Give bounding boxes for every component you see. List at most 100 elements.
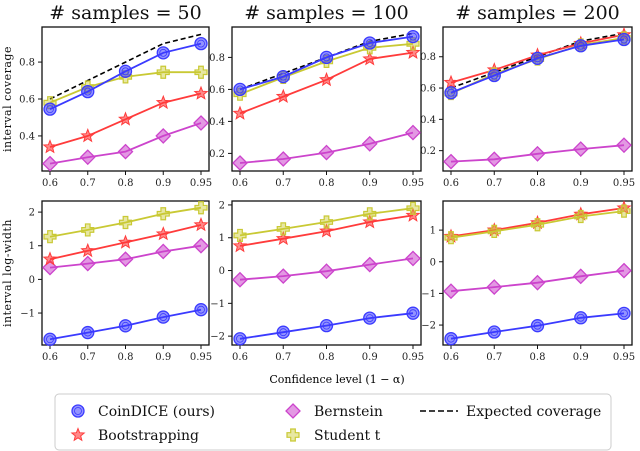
point-bernstein	[572, 268, 589, 285]
point-bootstrapping	[486, 222, 502, 237]
point-bernstein	[117, 251, 134, 268]
point-coindice-ours	[617, 32, 631, 47]
legend: CoinDICE (ours) Bootstrapping Bernstein …	[54, 393, 612, 451]
point-bernstein	[275, 151, 292, 167]
point-coindice-ours	[156, 46, 170, 60]
point-coindice-ours-inner	[159, 313, 168, 321]
y-axis-label: interval log-width	[1, 219, 14, 327]
legend-marker-circle	[71, 404, 85, 418]
series-student-t	[444, 204, 631, 245]
x-tick-label: 0.9	[155, 178, 171, 189]
x-tick-label: 0.7	[275, 178, 291, 189]
point-coindice-ours-inner	[365, 314, 374, 323]
point-bootstrapping	[80, 242, 96, 258]
point-student-t	[574, 209, 588, 224]
series-bernstein	[42, 115, 209, 172]
x-tick-label: 0.9	[362, 178, 378, 189]
point-coindice-ours-inner	[236, 85, 244, 94]
point-bernstein	[79, 255, 96, 272]
point-coindice-ours-inner	[533, 321, 542, 330]
point-coindice-ours	[276, 325, 290, 339]
point-coindice-ours-inner	[365, 39, 374, 47]
point-student-t	[118, 215, 133, 230]
point-coindice-ours	[233, 332, 247, 346]
point-student-t	[43, 230, 57, 244]
point-coindice-ours	[194, 36, 208, 51]
y-tick-label: −1	[421, 289, 436, 300]
point-coindice-ours	[81, 84, 95, 99]
point-bernstein	[193, 237, 209, 254]
point-bernstein	[616, 262, 632, 279]
series-bootstrapping	[42, 85, 209, 154]
y-tick-label: 0.8	[420, 52, 436, 63]
x-tick-label: 0.8	[118, 178, 134, 189]
point-coindice-ours-inner	[576, 41, 585, 50]
point-coindice-ours	[43, 102, 57, 116]
x-tick-label: 0.7	[80, 352, 96, 363]
y-tick-label: 0	[29, 275, 35, 286]
y-tick-label: 0	[219, 266, 225, 277]
x-tick-label: 0.8	[118, 352, 134, 363]
point-coindice-ours-inner	[322, 321, 331, 330]
x-tick-label: 0.8	[530, 352, 546, 363]
legend-marker-plus	[286, 428, 300, 442]
y-tick-label: 0.4	[19, 131, 35, 142]
legend-marker-circle-inner	[74, 407, 82, 415]
series-coindice-ours	[43, 36, 208, 116]
point-coindice-ours	[487, 325, 501, 339]
x-tick-label: 0.6	[42, 352, 58, 363]
series-bernstein	[232, 124, 421, 171]
point-coindice-ours	[530, 51, 545, 65]
y-tick-label: 0.6	[19, 95, 35, 106]
point-coindice-ours	[194, 303, 208, 317]
point-bernstein	[318, 263, 335, 280]
subplot-2: 0.6 0.7 0.8 0.9 0.95 0.2 0.4 0.6 0.8 # samples = …	[209, 2, 424, 189]
legend-marker-diamond	[285, 403, 301, 419]
x-tick-label: 0.95	[402, 352, 424, 363]
point-bernstein	[155, 128, 172, 144]
series-student-t	[43, 201, 208, 244]
point-student-t	[444, 231, 458, 245]
x-tick-label: 0.95	[190, 178, 212, 189]
point-bootstrapping	[443, 228, 459, 243]
y-tick-label: 0.8	[209, 53, 225, 64]
point-bootstrapping	[155, 94, 171, 110]
point-coindice-ours	[233, 82, 247, 97]
point-coindice-ours	[81, 325, 95, 340]
subplot-4: 0.6 0.7 0.8 0.9 0.95 −1 0 1 2 interval log-width	[1, 200, 212, 363]
y-tick-label: 1	[29, 241, 35, 252]
x-tick-label: 0.7	[486, 178, 502, 189]
point-coindice-ours	[118, 319, 133, 333]
series-line-student-t	[450, 210, 625, 239]
point-bernstein	[155, 243, 172, 260]
series-bernstein	[232, 250, 421, 288]
series-bootstrapping	[443, 200, 632, 243]
point-bootstrapping	[42, 251, 58, 266]
point-coindice-ours-inner	[620, 309, 628, 318]
series-bootstrapping	[42, 216, 209, 266]
point-student-t	[617, 204, 631, 218]
series-bernstein	[443, 262, 632, 300]
point-bernstein	[117, 143, 134, 160]
point-coindice-ours-inner	[409, 309, 417, 318]
series-coindice-ours	[444, 306, 631, 346]
y-tick-label: 0	[430, 257, 436, 268]
point-bernstein	[42, 259, 58, 276]
x-tick-label: 0.8	[319, 178, 335, 189]
series-student-t	[233, 37, 420, 101]
x-tick-label: 0.6	[443, 178, 459, 189]
point-coindice-ours	[574, 39, 588, 53]
legend-box	[54, 393, 612, 451]
point-coindice-ours-inner	[46, 335, 54, 344]
subplot-1: 0.6 0.7 0.8 0.9 0.95 0.4 0.6 0.8 # samples = 50 i…	[1, 2, 212, 189]
point-bernstein	[616, 137, 632, 154]
y-tick-label: 1	[430, 226, 436, 237]
point-coindice-ours-inner	[533, 54, 542, 63]
y-tick-label: 0.6	[420, 84, 436, 95]
point-bernstein	[361, 256, 378, 273]
point-bootstrapping	[405, 44, 421, 60]
series-expected-coverage	[49, 33, 202, 100]
series-bootstrapping	[232, 44, 421, 120]
point-coindice-ours-inner	[447, 334, 455, 343]
